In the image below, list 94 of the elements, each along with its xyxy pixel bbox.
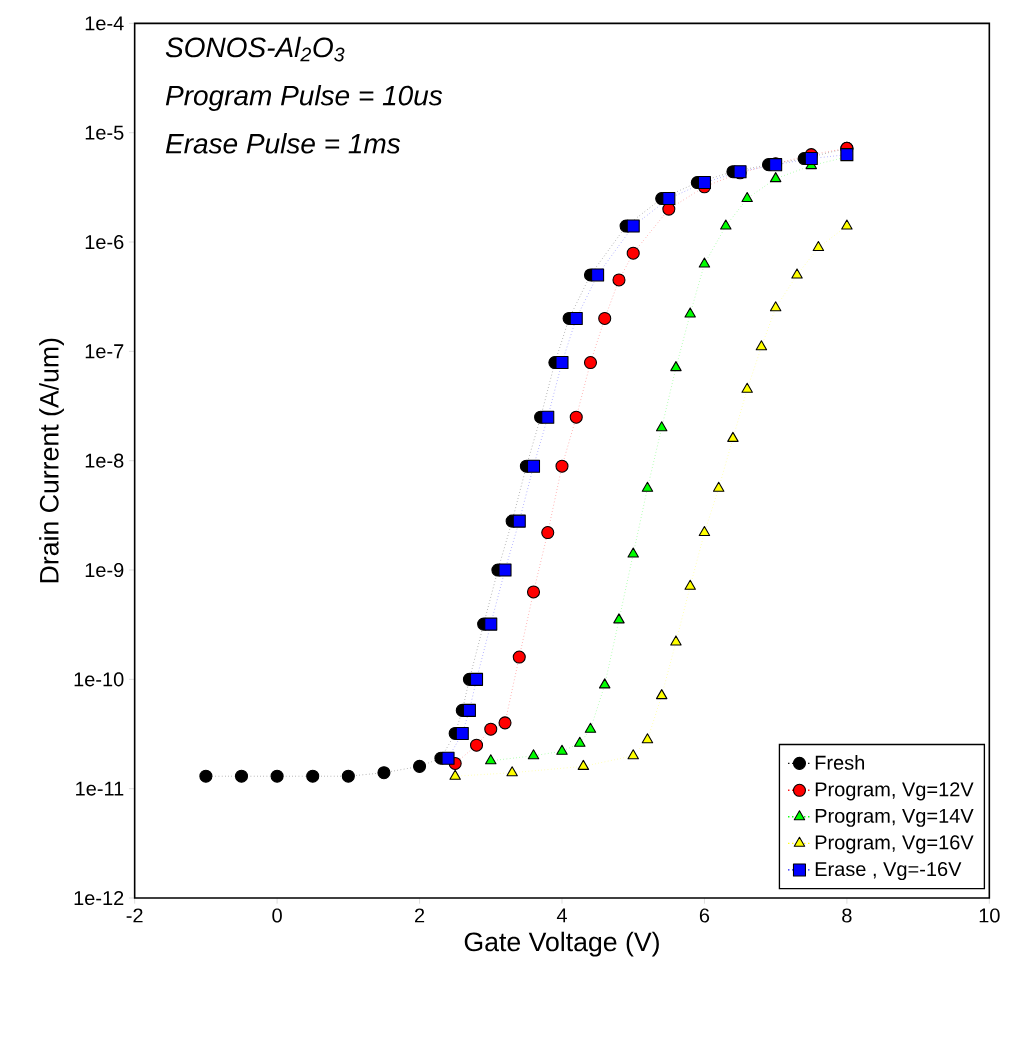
y-tick-label: 1e-12: [74, 890, 124, 906]
x-tick-label: -2: [126, 908, 143, 923]
point: [574, 736, 586, 747]
point: [569, 410, 583, 424]
point: [541, 410, 555, 424]
point: [769, 172, 782, 183]
point: [341, 769, 355, 783]
point: [199, 769, 213, 783]
legend-label: Program, Vg=14V: [815, 808, 974, 827]
point: [469, 738, 484, 752]
y-tick-label: 1e-5: [85, 125, 124, 140]
y-tick-label: 1e-4: [85, 16, 124, 31]
point: [626, 219, 640, 233]
point: [598, 678, 611, 689]
point: [626, 246, 640, 260]
point: [684, 579, 696, 590]
y-tick-label: 1e-8: [85, 453, 124, 468]
y-tick-label: 1e-7: [85, 344, 124, 359]
x-axis-title: Gate Voltage (V): [464, 931, 659, 957]
point: [662, 191, 676, 206]
point: [555, 459, 569, 473]
point: [641, 481, 654, 492]
point: [512, 514, 526, 528]
point: [698, 257, 711, 268]
y-axis-title: Drain Current (A/um): [39, 338, 64, 583]
point: [613, 613, 625, 624]
point: [527, 749, 540, 760]
point: [485, 754, 497, 765]
point: [684, 307, 696, 318]
point: [306, 769, 320, 783]
point: [598, 311, 612, 325]
point: [512, 650, 526, 664]
x-tick-label: 10: [979, 908, 1000, 923]
point: [804, 152, 818, 166]
point: [455, 726, 469, 740]
x-tick-label: 2: [414, 908, 425, 923]
point: [584, 722, 597, 733]
point: [720, 219, 732, 230]
annotation: SONOS-Al$_{2}$O$_{3}$: [165, 36, 345, 62]
point: [697, 176, 711, 190]
point: [484, 617, 498, 631]
point: [506, 766, 518, 777]
annotation: Program Pulse = 10us: [165, 84, 443, 112]
legend-label: Fresh: [815, 755, 865, 770]
point: [612, 273, 626, 287]
point: [712, 481, 725, 492]
x-tick-label: 4: [556, 908, 567, 923]
x-tick-label: 8: [842, 908, 852, 923]
point: [627, 547, 639, 558]
point: [526, 585, 541, 599]
point: [270, 769, 284, 783]
point: [727, 431, 739, 442]
point: [526, 459, 541, 473]
point: [698, 526, 711, 537]
point: [498, 563, 512, 577]
point: [377, 766, 391, 780]
point: [670, 635, 682, 646]
point: [791, 268, 803, 279]
point: [462, 703, 476, 717]
point: [769, 301, 782, 312]
point: [413, 759, 427, 773]
y-tick-label: 1e-11: [76, 781, 124, 796]
point: [469, 672, 484, 686]
point: [484, 722, 498, 736]
point: [441, 751, 455, 765]
point: [841, 219, 853, 230]
point: [234, 769, 249, 783]
point: [641, 733, 654, 744]
point: [555, 356, 569, 370]
point: [741, 382, 753, 393]
y-tick-label: 1e-9: [85, 562, 124, 578]
legend-label: Erase , Vg=-16V: [815, 861, 962, 881]
point: [577, 759, 590, 770]
point: [569, 311, 583, 325]
point: [655, 421, 668, 432]
point: [591, 268, 605, 282]
point: [755, 340, 768, 351]
point: [812, 241, 825, 252]
point: [556, 744, 568, 755]
x-tick-label: 6: [699, 908, 710, 923]
point: [583, 356, 598, 370]
point: [741, 191, 753, 203]
x-tick-label: 0: [272, 908, 282, 923]
y-tick-label: 1e-6: [85, 234, 124, 250]
point: [498, 716, 512, 730]
legend-label: Program, Vg=16V: [815, 835, 974, 854]
point: [449, 769, 461, 780]
annotation: Erase Pulse = 1ms: [165, 133, 401, 154]
point: [670, 361, 682, 372]
legend-label: Program, Vg=12V: [815, 782, 974, 801]
point: [655, 689, 668, 700]
y-tick-label: 1e-10: [74, 672, 124, 687]
point: [541, 526, 555, 540]
point: [627, 749, 639, 760]
